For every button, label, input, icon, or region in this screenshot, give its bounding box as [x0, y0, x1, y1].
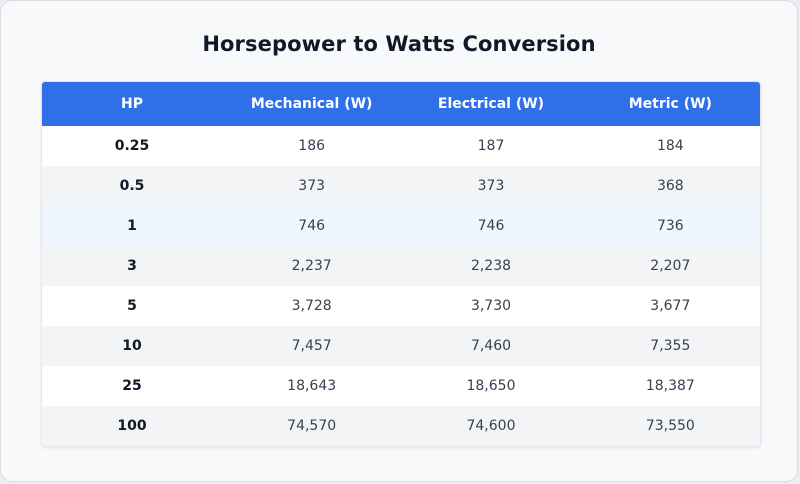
header-row: HP Mechanical (W) Electrical (W) Metric …: [42, 82, 760, 126]
cell-mechanical: 74,570: [287, 418, 337, 434]
cell-hp: 5: [127, 298, 137, 314]
table-row: 100 74,570 74,600 73,550: [42, 406, 760, 446]
cell-metric: 184: [656, 138, 684, 154]
table-header: HP Mechanical (W) Electrical (W) Metric …: [42, 82, 760, 126]
cell-mechanical: 3,728: [291, 298, 332, 314]
cell-electrical: 74,600: [466, 418, 516, 434]
cell-mechanical: 746: [298, 218, 326, 234]
cell-electrical: 7,460: [470, 338, 512, 354]
cell-electrical: 18,650: [466, 378, 516, 394]
page-title: Horsepower to Watts Conversion: [202, 32, 596, 56]
table-row-highlighted: 1 746 746 736: [42, 206, 760, 246]
cell-hp: 100: [117, 418, 147, 434]
cell-metric: 73,550: [645, 418, 695, 434]
cell-hp: 25: [122, 378, 142, 394]
table-row: 0.25 186 187 184: [42, 126, 760, 166]
cell-mechanical: 2,237: [291, 258, 332, 274]
cell-hp: 3: [127, 258, 137, 274]
column-header-electrical: Electrical (W): [437, 96, 545, 112]
table-row: 25 18,643 18,650 18,387: [42, 366, 760, 406]
cell-mechanical: 7,457: [291, 338, 332, 354]
table-row: 3 2,237 2,238 2,207: [42, 246, 760, 286]
cell-metric: 18,387: [645, 378, 695, 394]
cell-mechanical: 18,643: [287, 378, 337, 394]
cell-electrical: 2,238: [470, 258, 512, 274]
cell-hp: 10: [122, 338, 142, 354]
cell-electrical: 746: [477, 218, 505, 234]
cell-hp: 0.25: [114, 138, 150, 154]
cell-electrical: 373: [477, 178, 505, 194]
cell-hp: 1: [127, 218, 137, 234]
cell-hp: 0.5: [119, 178, 145, 194]
table-body: 0.25 186 187 184 0.5 373 373 368 1 746 7…: [42, 126, 760, 446]
table-row: 10 7,457 7,460 7,355: [42, 326, 760, 366]
cell-metric: 2,207: [650, 258, 691, 274]
cell-electrical: 187: [477, 138, 505, 154]
cell-mechanical: 373: [298, 178, 326, 194]
column-header-mechanical: Mechanical (W): [250, 96, 373, 112]
cell-electrical: 3,730: [470, 298, 512, 314]
cell-metric: 3,677: [650, 298, 691, 314]
column-header-metric: Metric (W): [628, 96, 712, 112]
conversion-table: HP Mechanical (W) Electrical (W) Metric …: [42, 82, 760, 446]
conversion-table-container: HP Mechanical (W) Electrical (W) Metric …: [41, 81, 761, 447]
cell-metric: 368: [656, 178, 684, 194]
table-row: 0.5 373 373 368: [42, 166, 760, 206]
column-header-hp: HP: [121, 96, 143, 112]
table-row: 5 3,728 3,730 3,677: [42, 286, 760, 326]
cell-mechanical: 186: [298, 138, 326, 154]
cell-metric: 736: [656, 218, 684, 234]
cell-metric: 7,355: [650, 338, 691, 354]
